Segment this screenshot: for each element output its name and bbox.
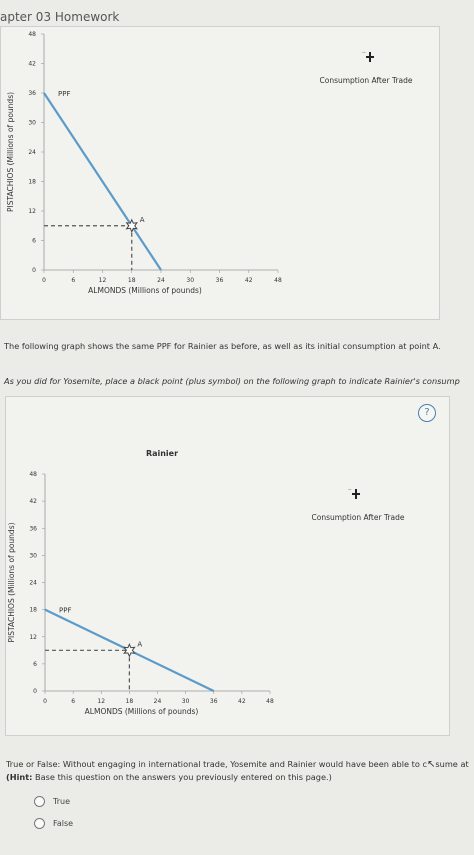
x-tick-label: 24 xyxy=(154,698,162,705)
hint-label: (Hint: xyxy=(6,772,33,782)
question-text-tail: sume at xyxy=(435,759,469,769)
plus-icon-dots: ·· xyxy=(348,487,352,494)
y-tick-label: 24 xyxy=(28,149,36,156)
question-text-main: True or False: Without engaging in inter… xyxy=(6,759,427,769)
y-tick-label: 0 xyxy=(33,688,37,695)
y-tick-label: 0 xyxy=(32,267,36,274)
x-tick-label: 42 xyxy=(245,277,253,284)
x-tick-label: 24 xyxy=(157,277,165,284)
ppf-line xyxy=(43,92,162,271)
intro-paragraph: The following graph shows the same PPF f… xyxy=(4,341,441,351)
y-tick-label: 12 xyxy=(28,208,36,215)
x-tick-label: 0 xyxy=(43,698,47,705)
y-tick-label: 24 xyxy=(29,580,37,587)
point-a-label: A xyxy=(140,216,145,224)
chart-title: Rainier xyxy=(146,449,178,458)
x-tick-label: 6 xyxy=(71,698,75,705)
y-tick-label: 30 xyxy=(29,552,37,559)
y-axis-label: PISTACHIOS (Millions of pounds) xyxy=(7,522,16,642)
y-tick-label: 6 xyxy=(33,661,37,668)
x-tick-label: 30 xyxy=(182,698,190,705)
y-tick-label: 18 xyxy=(29,607,37,614)
x-tick-label: 36 xyxy=(210,698,218,705)
option-false-label: False xyxy=(53,819,74,828)
y-tick-label: 42 xyxy=(28,61,36,68)
y-tick-label: 48 xyxy=(28,31,36,38)
x-tick-label: 30 xyxy=(186,277,194,284)
legend-label: Consumption After Trade xyxy=(312,513,405,522)
radio-true[interactable] xyxy=(34,796,45,807)
page-title: apter 03 Homework xyxy=(0,10,120,24)
option-true[interactable]: True xyxy=(34,796,70,807)
help-button[interactable]: ? xyxy=(418,404,436,422)
cursor-icon: ↖ xyxy=(426,759,436,770)
x-tick-label: 18 xyxy=(126,698,134,705)
graph-panel-rainier xyxy=(5,396,450,736)
option-true-label: True xyxy=(53,797,70,806)
x-tick-label: 12 xyxy=(99,277,107,284)
y-tick-label: 30 xyxy=(28,120,36,127)
legend-label: Consumption After Trade xyxy=(320,76,413,85)
plus-icon-dots: ·· xyxy=(362,50,366,57)
hint-body: Base this question on the answers you pr… xyxy=(32,772,332,782)
x-tick-label: 6 xyxy=(71,277,75,284)
x-tick-label: 36 xyxy=(216,277,224,284)
x-tick-label: 48 xyxy=(274,277,282,284)
radio-false[interactable] xyxy=(34,818,45,829)
hint-text: (Hint: Base this question on the answers… xyxy=(6,772,332,782)
x-axis-label: ALMONDS (Millions of pounds) xyxy=(85,707,199,716)
x-tick-label: 42 xyxy=(238,698,246,705)
ppf-label: PPF xyxy=(59,607,71,615)
y-tick-label: 18 xyxy=(28,179,36,186)
y-axis-label: PISTACHIOS (Millions of pounds) xyxy=(6,92,15,212)
x-tick-label: 48 xyxy=(266,698,274,705)
instruction-paragraph: As you did for Yosemite, place a black p… xyxy=(4,376,460,386)
x-tick-label: 0 xyxy=(42,277,46,284)
y-tick-label: 48 xyxy=(29,471,37,478)
x-tick-label: 18 xyxy=(128,277,136,284)
y-tick-label: 6 xyxy=(32,238,36,245)
question-text: True or False: Without engaging in inter… xyxy=(6,759,469,770)
y-tick-label: 36 xyxy=(29,525,37,532)
y-tick-label: 12 xyxy=(29,634,37,641)
x-axis-label: ALMONDS (Millions of pounds) xyxy=(88,286,202,295)
point-a-marker xyxy=(123,643,136,658)
point-a-label: A xyxy=(137,640,142,648)
y-tick-label: 42 xyxy=(29,498,37,505)
point-a-marker xyxy=(125,218,138,234)
option-false[interactable]: False xyxy=(34,818,73,829)
y-tick-label: 36 xyxy=(28,90,36,97)
x-tick-label: 12 xyxy=(97,698,105,705)
ppf-label: PPF xyxy=(58,90,70,98)
